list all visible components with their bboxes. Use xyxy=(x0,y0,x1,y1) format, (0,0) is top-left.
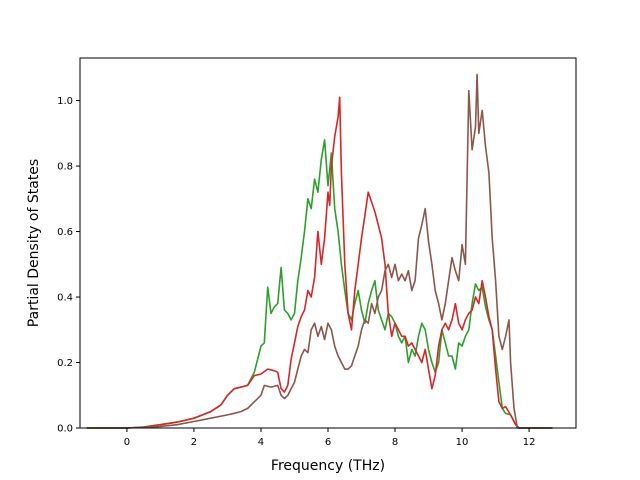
series-line-1 xyxy=(86,139,553,429)
x-tick-label: 6 xyxy=(325,437,331,448)
series-line-2 xyxy=(86,96,553,429)
y-tick-label: 0.4 xyxy=(57,293,73,304)
series-layer xyxy=(86,73,553,429)
x-tick-label: 4 xyxy=(258,437,264,448)
y-tick-label: 0.8 xyxy=(57,162,73,173)
x-tick-label: 2 xyxy=(191,437,197,448)
y-tick-label: 1.0 xyxy=(57,96,73,107)
y-tick-label: 0.6 xyxy=(57,227,73,238)
y-axis-label: Partial Density of States xyxy=(26,159,42,327)
y-tick-label: 0.2 xyxy=(57,358,73,369)
plot-frame xyxy=(79,57,577,429)
y-axis-ticks: 0.0 0.2 0.4 0.6 0.8 1.0 xyxy=(57,96,80,435)
series-line-3 xyxy=(86,73,553,429)
x-tick-label: 12 xyxy=(523,437,536,448)
x-tick-label: 8 xyxy=(392,437,398,448)
x-axis-label: Frequency (THz) xyxy=(271,458,385,474)
x-axis-ticks: 0 2 4 6 8 10 12 xyxy=(124,428,536,448)
y-tick-label: 0.0 xyxy=(57,424,73,435)
x-tick-label: 10 xyxy=(456,437,469,448)
x-tick-label: 0 xyxy=(124,437,130,448)
